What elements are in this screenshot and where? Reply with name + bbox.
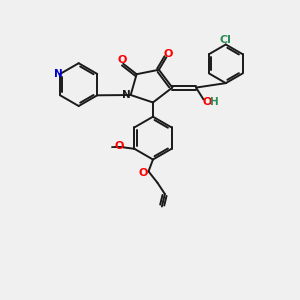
- Text: methoxy: methoxy: [109, 146, 115, 147]
- Text: O: O: [163, 49, 172, 59]
- Text: H: H: [210, 98, 219, 107]
- Text: N: N: [54, 69, 63, 79]
- Text: O: O: [139, 168, 148, 178]
- Text: O: O: [202, 98, 212, 107]
- Text: O: O: [117, 55, 127, 65]
- Text: N: N: [122, 90, 130, 100]
- Text: methoxy: methoxy: [105, 146, 112, 147]
- Text: Cl: Cl: [220, 35, 232, 45]
- Text: O: O: [114, 140, 124, 151]
